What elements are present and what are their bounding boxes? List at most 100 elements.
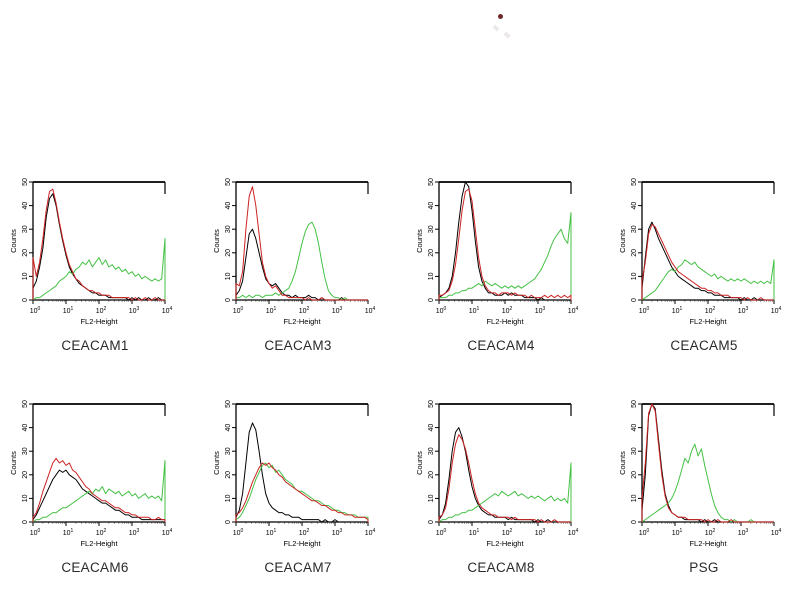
x-tick-label: 101 (672, 528, 683, 537)
x-tick-label: 104 (771, 306, 782, 315)
x-axis-label: FL2-Height (486, 539, 524, 548)
flow-histogram-plot: 0 10 20 30 40 50 Counts 100 101 102 103 104 FL2-Heig… (609, 170, 799, 332)
panel-title: CEACAM6 (61, 560, 129, 575)
x-tick-label: 104 (568, 528, 579, 537)
flow-histogram: 0 10 20 30 40 50 Counts 100 101 102 103 104 FL2-Heig… (9, 400, 173, 548)
red-trace (235, 462, 369, 522)
x-tick-label: 102 (299, 306, 310, 315)
panel-title: CEACAM3 (264, 338, 332, 353)
x-tick-label: 104 (365, 306, 376, 315)
black-trace (32, 469, 166, 522)
x-tick-label: 100 (30, 306, 41, 315)
y-tick-label: 10 (428, 272, 435, 280)
y-axis-label: Counts (9, 229, 18, 253)
y-tick-label: 40 (631, 424, 638, 432)
y-tick-label: 0 (225, 298, 232, 302)
y-tick-label: 50 (428, 178, 435, 186)
y-tick-label: 20 (631, 471, 638, 479)
panel-ceacam8: 0 10 20 30 40 50 Counts 100 101 102 103 104 FL2-Heig… (406, 392, 609, 614)
x-tick-label: 102 (705, 528, 716, 537)
x-tick-label: 101 (266, 528, 277, 537)
y-axis-label: Counts (9, 451, 18, 475)
x-tick-label: 101 (469, 306, 480, 315)
x-tick-label: 103 (129, 528, 140, 537)
red-trace (438, 434, 571, 523)
y-tick-label: 30 (225, 225, 232, 233)
y-axis-label: Counts (212, 451, 221, 475)
y-tick-label: 0 (428, 298, 435, 302)
black-trace (32, 193, 165, 301)
x-tick-label: 101 (266, 306, 277, 315)
x-tick-label: 104 (568, 306, 579, 315)
x-tick-label: 100 (436, 306, 447, 315)
panel-title: CEACAM5 (670, 338, 738, 353)
y-axis-label: Counts (618, 229, 627, 253)
y-tick-label: 30 (428, 447, 435, 455)
panel-ceacam3: 0 10 20 30 40 50 Counts 100 101 102 103 104 FL2-Heig… (203, 170, 406, 392)
x-tick-label: 101 (63, 306, 74, 315)
y-tick-label: 10 (631, 494, 638, 502)
panel-title: PSG (689, 560, 719, 575)
x-axis-label: FL2-Height (80, 317, 118, 326)
x-tick-label: 100 (233, 528, 244, 537)
black-trace (641, 221, 774, 301)
y-tick-label: 50 (631, 400, 638, 408)
y-tick-label: 40 (428, 202, 435, 210)
panel-ceacam5: 0 10 20 30 40 50 Counts 100 101 102 103 104 FL2-Heig… (609, 170, 800, 392)
green-trace (235, 221, 368, 301)
flow-histogram-plot: 0 10 20 30 40 50 Counts 100 101 102 103 104 FL2-Heig… (203, 392, 393, 554)
panel-title: CEACAM4 (467, 338, 535, 353)
x-tick-label: 101 (469, 528, 480, 537)
black-trace (235, 228, 368, 301)
black-trace (438, 427, 571, 523)
y-tick-label: 40 (225, 202, 232, 210)
green-trace (32, 238, 166, 301)
y-tick-label: 0 (631, 520, 638, 524)
artifact-speck (492, 24, 500, 32)
x-axis-label: FL2-Height (283, 317, 321, 326)
y-tick-label: 40 (225, 424, 232, 432)
y-tick-label: 20 (22, 471, 29, 479)
y-axis-label: Counts (415, 451, 424, 475)
y-tick-label: 50 (631, 178, 638, 186)
y-tick-label: 0 (22, 298, 29, 302)
x-tick-label: 102 (705, 306, 716, 315)
x-tick-label: 104 (162, 528, 173, 537)
y-tick-label: 30 (22, 225, 29, 233)
green-trace (235, 462, 369, 522)
y-tick-label: 30 (428, 225, 435, 233)
y-tick-label: 10 (22, 494, 29, 502)
x-tick-label: 104 (365, 528, 376, 537)
y-tick-label: 30 (22, 447, 29, 455)
black-trace (641, 403, 774, 523)
y-tick-label: 50 (22, 178, 29, 186)
y-tick-label: 10 (428, 494, 435, 502)
y-tick-label: 30 (225, 447, 232, 455)
x-tick-label: 103 (535, 528, 546, 537)
flow-histogram-plot: 0 10 20 30 40 50 Counts 100 101 102 103 104 FL2-Heig… (609, 392, 799, 554)
y-tick-label: 40 (631, 202, 638, 210)
x-tick-label: 102 (299, 528, 310, 537)
y-axis-label: Counts (618, 451, 627, 475)
x-tick-label: 103 (332, 306, 343, 315)
artifact-speck (503, 31, 511, 39)
y-tick-label: 40 (428, 424, 435, 432)
x-tick-label: 104 (771, 528, 782, 537)
flow-histogram-plot: 0 10 20 30 40 50 Counts 100 101 102 103 104 FL2-Heig… (406, 392, 596, 554)
flow-histogram: 0 10 20 30 40 50 Counts 100 101 102 103 104 FL2-Heig… (212, 400, 376, 548)
green-trace (438, 462, 572, 523)
x-tick-label: 103 (332, 528, 343, 537)
y-axis-label: Counts (415, 229, 424, 253)
x-tick-label: 101 (63, 528, 74, 537)
y-tick-label: 30 (631, 447, 638, 455)
flow-histogram-plot: 0 10 20 30 40 50 Counts 100 101 102 103 104 FL2-Heig… (203, 170, 393, 332)
x-tick-label: 103 (738, 306, 749, 315)
x-tick-label: 103 (738, 528, 749, 537)
y-tick-label: 10 (22, 272, 29, 280)
red-trace (32, 188, 165, 301)
y-tick-label: 20 (22, 249, 29, 257)
green-trace (641, 443, 774, 523)
y-tick-label: 20 (225, 471, 232, 479)
flow-histogram-plot: 0 10 20 30 40 50 Counts 100 101 102 103 104 FL2-Heig… (0, 170, 190, 332)
x-tick-label: 102 (502, 306, 513, 315)
